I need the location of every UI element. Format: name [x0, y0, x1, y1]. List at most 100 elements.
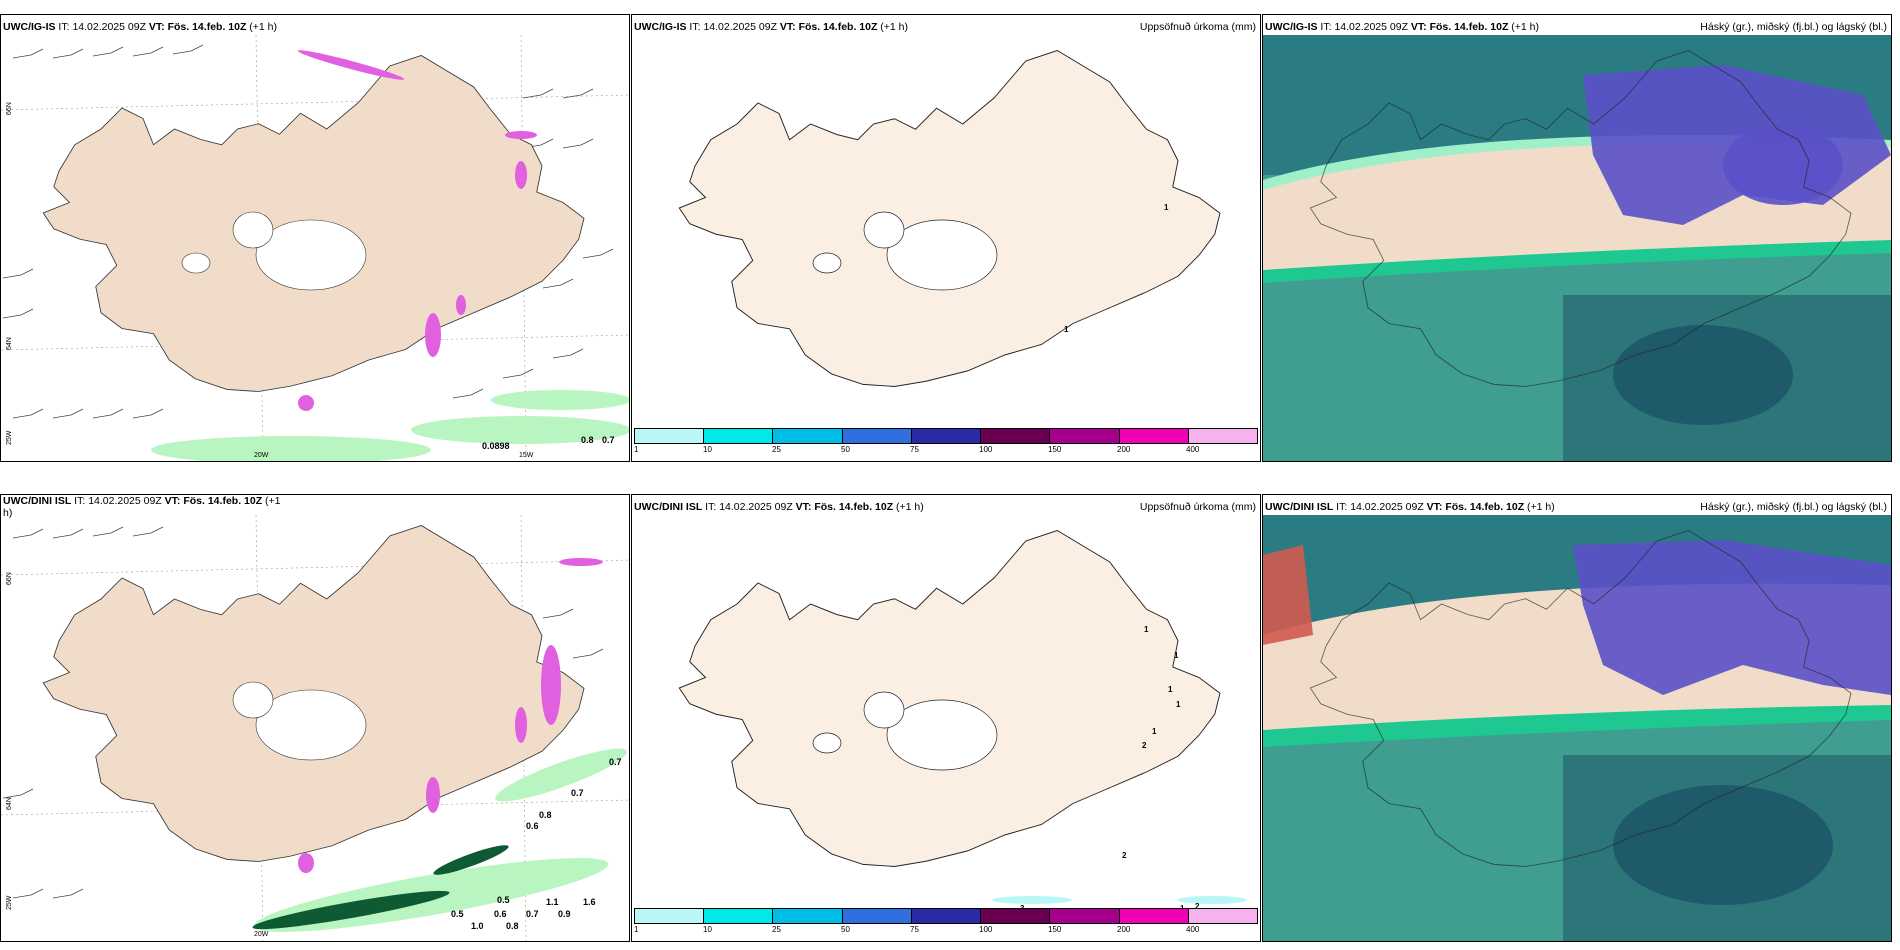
value-label: 1	[1176, 700, 1181, 709]
colorbar-segment	[1119, 909, 1189, 923]
value-label: 0.7	[602, 435, 615, 445]
value-label: 0.6	[494, 909, 507, 919]
lon-label-25: 25W	[6, 895, 13, 910]
colorbar-tick: 75	[910, 445, 919, 454]
colorbar-tick: 400	[1186, 445, 1200, 454]
colorbar-segment	[981, 429, 1051, 443]
colorbar-segment	[1050, 909, 1120, 923]
value-label: 0.8	[581, 435, 594, 445]
colorbar-tick: 25	[772, 445, 781, 454]
lat-label-66: 66N	[6, 102, 13, 115]
wind-map	[1, 515, 629, 941]
panel-right-title: Háský (gr.), miðský (fj.bl.) og lágský (…	[1700, 501, 1887, 513]
value-label: 1	[1152, 727, 1157, 736]
panel-title: UWC/DINI ISL IT: 14.02.2025 09Z VT: Fös.…	[3, 495, 281, 519]
panel-title: UWC/IG-IS IT: 14.02.2025 09Z VT: Fös. 14…	[634, 21, 909, 33]
precip-areas	[151, 390, 629, 461]
value-label: 1	[1168, 685, 1173, 694]
panel-wind-igis: UWC/IG-IS IT: 14.02.2025 09Z VT: Fös. 14…	[0, 14, 630, 462]
value-label: 1.0	[471, 921, 484, 931]
iceland-land	[678, 49, 1221, 388]
colorbar-segment	[842, 909, 912, 923]
colorbar-tick: 10	[703, 925, 712, 934]
panel-precip-igis: UWC/IG-IS IT: 14.02.2025 09Z VT: Fös. 14…	[631, 14, 1261, 462]
colorbar-tick: 100	[979, 925, 993, 934]
value-label: 0.0898	[482, 441, 510, 451]
value-label: 1.1	[546, 897, 559, 907]
wind-map	[1, 35, 629, 461]
snow-areas	[297, 50, 537, 411]
lon-label-25: 25W	[6, 430, 13, 445]
lat-label-66: 66N	[6, 572, 13, 585]
panel-precip-dini: UWC/DINI ISL IT: 14.02.2025 09Z VT: Fös.…	[631, 494, 1261, 942]
panel-title: UWC/DINI ISL IT: 14.02.2025 09Z VT: Fös.…	[634, 501, 924, 513]
colorbar-segment	[635, 909, 705, 923]
lon-label-20: 20W	[254, 452, 269, 459]
value-label: 2	[1142, 741, 1147, 750]
panel-title: UWC/IG-IS IT: 14.02.2025 09Z VT: Fös. 14…	[1265, 21, 1540, 33]
colorbar-segment	[704, 429, 774, 443]
colorbar-segment	[773, 909, 843, 923]
colorbar-segment	[911, 909, 982, 923]
value-label: 1	[1174, 651, 1179, 660]
value-label: 0.8	[539, 810, 552, 820]
value-label: 0.9	[558, 909, 571, 919]
colorbar-segment	[1188, 909, 1257, 923]
colorbar	[634, 908, 1258, 924]
colorbar-segment	[1119, 429, 1189, 443]
colorbar-segment	[773, 429, 843, 443]
colorbar-tick: 1	[634, 445, 639, 454]
cloud-map	[1263, 515, 1891, 941]
colorbar-segment	[635, 429, 705, 443]
colorbar-tick: 50	[841, 925, 850, 934]
value-label: 0.5	[497, 895, 510, 905]
lat-label-64: 64N	[6, 797, 13, 810]
panel-right-title: Uppsöfnuð úrkoma (mm)	[1139, 21, 1256, 33]
colorbar-tick: 400	[1186, 925, 1200, 934]
colorbar-tick: 100	[979, 445, 993, 454]
colorbar-segment	[911, 429, 982, 443]
precip-areas	[252, 748, 627, 932]
value-label: 0.6	[526, 821, 539, 831]
colorbar-tick: 150	[1048, 925, 1062, 934]
colorbar-tick: 1	[634, 925, 639, 934]
colorbar-segment	[842, 429, 912, 443]
value-label: 0.7	[571, 788, 584, 798]
lon-label-20: 20W	[254, 931, 269, 938]
cloud-map	[1263, 35, 1891, 461]
value-label: 0.5	[451, 909, 464, 919]
colorbar-tick: 150	[1048, 445, 1062, 454]
precip-map	[678, 529, 1247, 904]
panel-right-title: Háský (gr.), miðský (fj.bl.) og lágský (…	[1700, 21, 1887, 33]
value-label: 0.8	[506, 921, 519, 931]
panel-right-title: Uppsöfnuð úrkoma (mm)	[1139, 501, 1256, 513]
colorbar-tick: 75	[910, 925, 919, 934]
colorbar-tick: 50	[841, 445, 850, 454]
value-label: 1	[1144, 625, 1149, 634]
value-label: 1.6	[583, 897, 596, 907]
panel-title: UWC/IG-IS IT: 14.02.2025 09Z VT: Fös. 14…	[3, 21, 278, 33]
value-label: 1	[1064, 325, 1069, 334]
colorbar-segment	[1050, 429, 1120, 443]
precip-map	[678, 49, 1221, 388]
panel-wind-dini: UWC/DINI ISL IT: 14.02.2025 09Z VT: Fös.…	[0, 494, 630, 942]
colorbar-tick: 25	[772, 925, 781, 934]
colorbar-tick: 10	[703, 445, 712, 454]
panel-clouds-dini: UWC/DINI ISL IT: 14.02.2025 09Z VT: Fös.…	[1262, 494, 1892, 942]
glacier	[255, 219, 367, 291]
panel-title: UWC/DINI ISL IT: 14.02.2025 09Z VT: Fös.…	[1265, 501, 1555, 513]
panel-clouds-igis: UWC/IG-IS IT: 14.02.2025 09Z VT: Fös. 14…	[1262, 14, 1892, 462]
value-label: 1	[1164, 203, 1169, 212]
colorbar-ticks: 1 10 25 50 75 100 150 200 400	[634, 445, 1258, 457]
lat-label-64: 64N	[6, 337, 13, 350]
colorbar-tick: 200	[1117, 445, 1131, 454]
value-label: 0.7	[609, 757, 622, 767]
lon-label-15: 15W	[519, 452, 534, 459]
value-label: 2	[1195, 902, 1200, 911]
colorbar-tick: 200	[1117, 925, 1131, 934]
value-label: 0.7	[526, 909, 539, 919]
value-label: 2	[1122, 851, 1127, 860]
colorbar-ticks: 1 10 25 50 75 100 150 200 400	[634, 925, 1258, 937]
colorbar-segment	[981, 909, 1051, 923]
colorbar	[634, 428, 1258, 444]
